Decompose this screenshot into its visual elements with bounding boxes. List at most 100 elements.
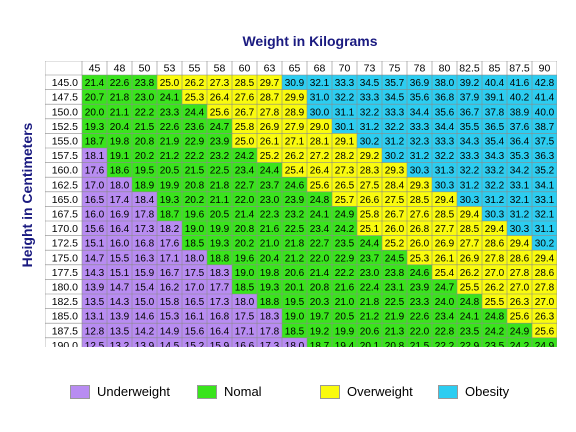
heatmap-cell [482,337,507,347]
cell-value-label: 30.3 [485,210,505,221]
heatmap-cell [507,250,532,265]
heatmap-cell [532,191,557,207]
heatmap-cell [407,221,432,236]
cell-value-label: 18.6 [110,166,130,177]
heatmap-cell [207,148,232,163]
heatmap-cell [332,118,357,134]
heatmap-cell [382,337,407,347]
heatmap-cell [507,89,532,105]
cell-value-label: 22.6 [410,312,430,323]
cell-value-label: 32.2 [485,180,505,191]
heatmap-cell [407,235,432,251]
heatmap-cell [432,162,457,178]
heatmap-cell [432,279,457,294]
heatmap-cell [307,191,332,207]
y-tick-label: 157.5 [52,150,78,162]
cell-value-label: 16.2 [160,283,180,294]
heatmap-cell [207,75,232,90]
cell-value-label: 21.8 [285,239,305,250]
chart-title: Weight in Kilograms [242,33,378,49]
heatmap-cell [382,308,407,324]
cell-value-label: 19.3 [210,239,230,250]
heatmap-cell [132,308,157,324]
heatmap-cell [332,191,357,207]
cell-value-label: 13.9 [110,312,130,323]
heatmap-cell [82,264,107,280]
cell-value-label: 18.8 [210,253,230,264]
cell-value-label: 18.5 [235,283,255,294]
cell-value-label: 20.1 [360,341,380,347]
heatmap-cell [182,191,207,207]
heatmap-cell [132,323,157,338]
cell-value-label: 19.6 [185,210,205,221]
cell-value-label: 26.3 [535,312,555,323]
heatmap-cell [157,133,182,148]
heatmap-cell [457,177,482,192]
cell-value-label: 33.3 [410,122,430,133]
cell-value-label: 32.2 [335,93,355,104]
cell-value-label: 33.3 [335,78,355,89]
cell-value-label: 32.2 [360,107,380,118]
cell-value-label: 29.4 [485,224,505,235]
cell-value-label: 29.4 [460,210,480,221]
heatmap-cell [357,279,382,294]
heatmap-cell [257,308,282,324]
cell-value-label: 23.0 [135,93,155,104]
cell-value-label: 30.3 [410,166,430,177]
heatmap-cell [507,279,532,294]
heatmap-cell [232,264,257,280]
heatmap-cell [407,294,432,309]
cell-value-label: 18.1 [85,151,105,162]
cell-value-label: 24.8 [485,312,505,323]
heatmap-cell [232,191,257,207]
y-tick-label: 170.0 [52,223,78,235]
cell-value-label: 17.1 [160,253,180,264]
cell-value-label: 29.4 [510,239,530,250]
heatmap-cell [407,162,432,178]
cell-value-label: 24.0 [435,297,455,308]
cell-value-label: 15.9 [135,268,155,279]
heatmap-cell [182,89,207,105]
cell-value-label: 30.2 [360,137,380,148]
cell-value-label: 25.8 [360,210,380,221]
cell-value-label: 22.2 [335,268,355,279]
x-tick-label: 87.5 [509,63,530,75]
cell-value-label: 29.0 [310,122,330,133]
heatmap-cell [257,191,282,207]
cell-value-label: 24.1 [160,93,180,104]
heatmap-cell [307,264,332,280]
heatmap-cell [532,264,557,280]
cell-value-label: 24.9 [510,326,530,337]
cell-value-label: 13.1 [85,312,105,323]
cell-value-label: 21.1 [110,107,130,118]
y-tick-label: 172.5 [52,238,78,250]
heatmap-cell [82,221,107,236]
heatmap-cell [382,148,407,163]
heatmap-cell [282,323,307,338]
cell-value-label: 26.6 [360,195,380,206]
cell-value-label: 25.4 [435,268,455,279]
cell-value-label: 40.4 [485,78,505,89]
heatmap-cell [182,250,207,265]
heatmap-cell [307,250,332,265]
heatmap-cell [382,250,407,265]
cell-value-label: 20.6 [285,268,305,279]
cell-value-label: 23.0 [260,195,280,206]
cell-value-label: 25.6 [210,107,230,118]
heatmap-cell [482,250,507,265]
heatmap-cell [532,323,557,338]
heatmap-cell [232,206,257,221]
heatmap-cell [232,162,257,178]
heatmap-cell [282,337,307,347]
cell-value-label: 18.0 [185,253,205,264]
heatmap-cell [307,177,332,192]
heatmap-cell [282,104,307,119]
cell-value-label: 17.1 [235,326,255,337]
heatmap-cell [307,235,332,251]
heatmap-cell [357,235,382,251]
heatmap-cell [357,133,382,148]
cell-value-label: 26.4 [310,166,330,177]
heatmap-cell [182,177,207,192]
heatmap-cell [82,206,107,221]
cell-value-label: 31.2 [410,151,430,162]
